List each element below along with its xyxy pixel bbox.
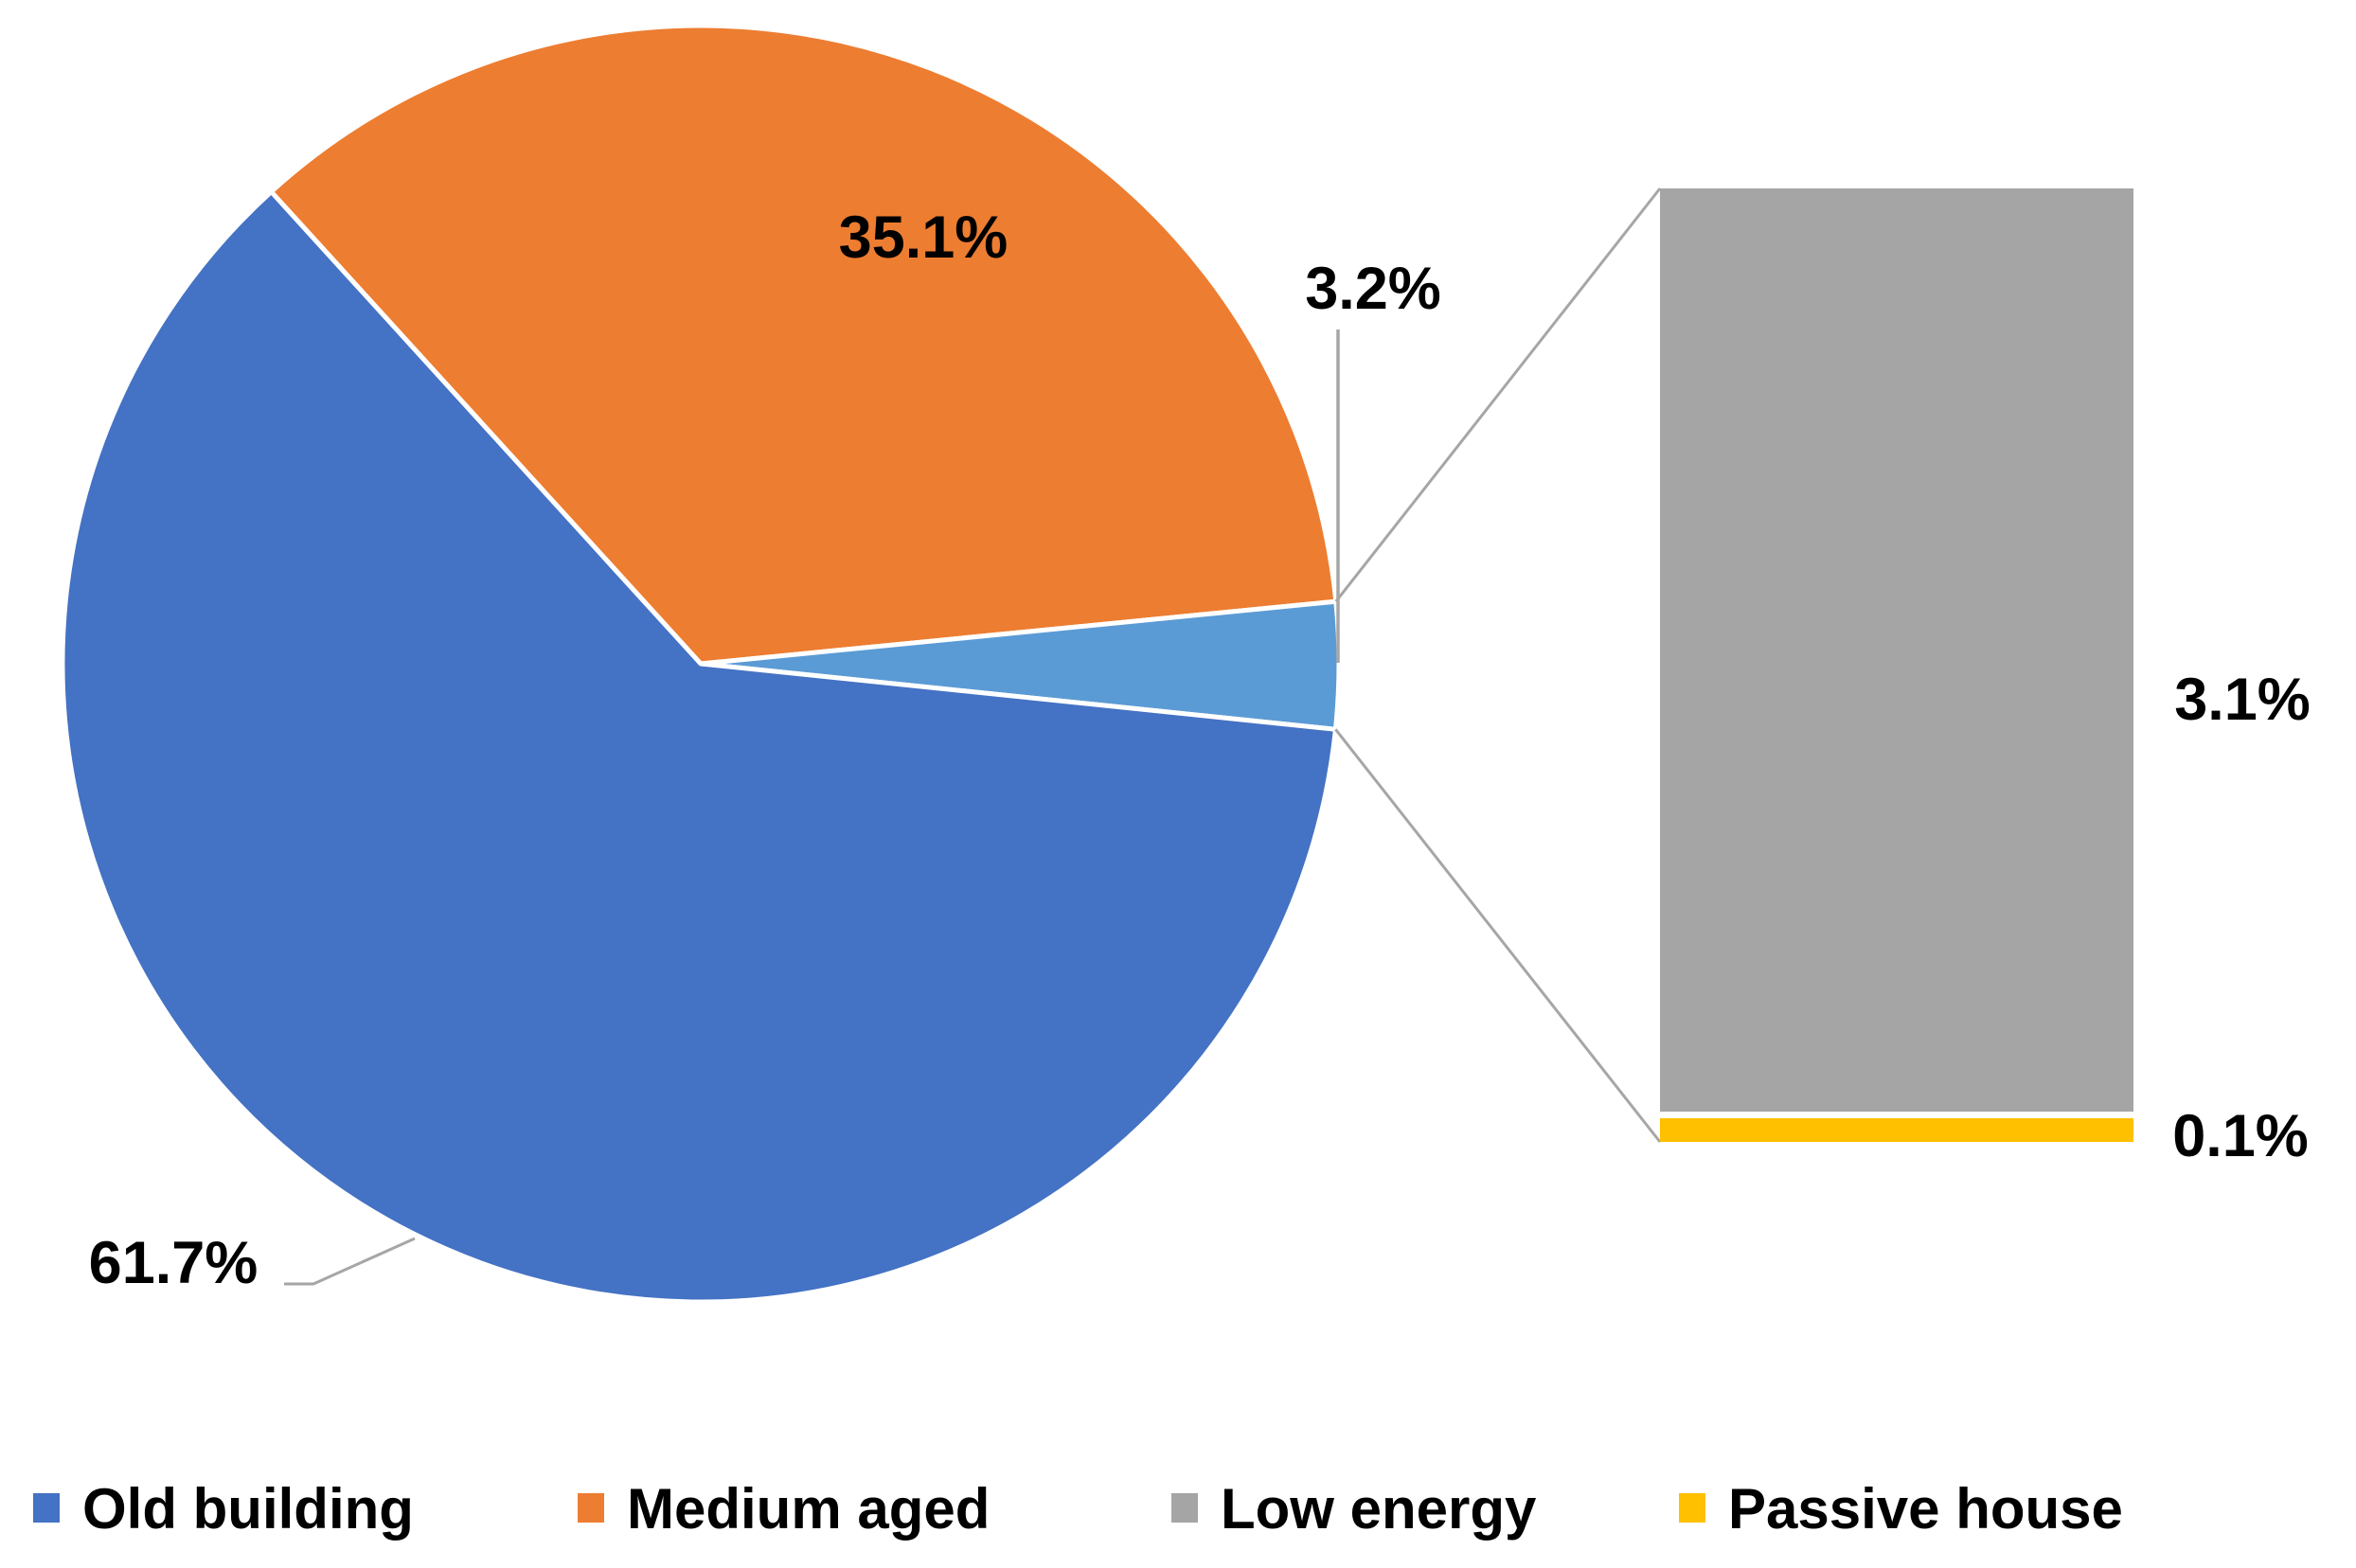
label-passive-house-value: 0.1% (2172, 1103, 2309, 1169)
legend-label-medium-aged: Medium aged (627, 1477, 990, 1541)
bar-segment-passive-house (1660, 1118, 2133, 1142)
legend-item-old-building: Old building (33, 1477, 414, 1541)
legend-item-passive-house: Passive house (1679, 1477, 2123, 1541)
legend-swatch-old-building (33, 1493, 60, 1523)
bar-segment-low-energy (1660, 188, 2133, 1112)
leader-line-old-building (284, 1237, 416, 1286)
breakout-connector-top (1334, 187, 1662, 603)
legend-item-low-energy: Low energy (1171, 1477, 1537, 1541)
legend-swatch-passive-house (1679, 1493, 1705, 1523)
legend-swatch-medium-aged (578, 1493, 604, 1523)
pie-slice-old-building (60, 189, 1338, 1305)
legend-label-old-building: Old building (82, 1477, 414, 1541)
legend-item-medium-aged: Medium aged (578, 1477, 990, 1541)
legend: Old building Medium aged Low energy Pass… (33, 1477, 2123, 1541)
connector-lines (284, 187, 1662, 1286)
legend-swatch-low-energy (1171, 1493, 1198, 1523)
label-other-slice-value: 3.2% (1305, 256, 1441, 322)
breakout-connector-bottom (1334, 728, 1662, 1143)
label-low-energy-value: 3.1% (2174, 667, 2311, 733)
legend-label-passive-house: Passive house (1728, 1477, 2123, 1541)
label-medium-aged-value: 35.1% (839, 205, 1008, 271)
legend-label-low-energy: Low energy (1221, 1477, 1537, 1541)
pie-slice-medium-aged (268, 23, 1339, 667)
label-old-building-value: 61.7% (89, 1230, 259, 1296)
breakout-bar (1660, 188, 2133, 1142)
pie-plot (60, 23, 1342, 1305)
data-labels: 35.1% 3.2% 61.7% 3.1% 0.1% (89, 205, 2311, 1296)
